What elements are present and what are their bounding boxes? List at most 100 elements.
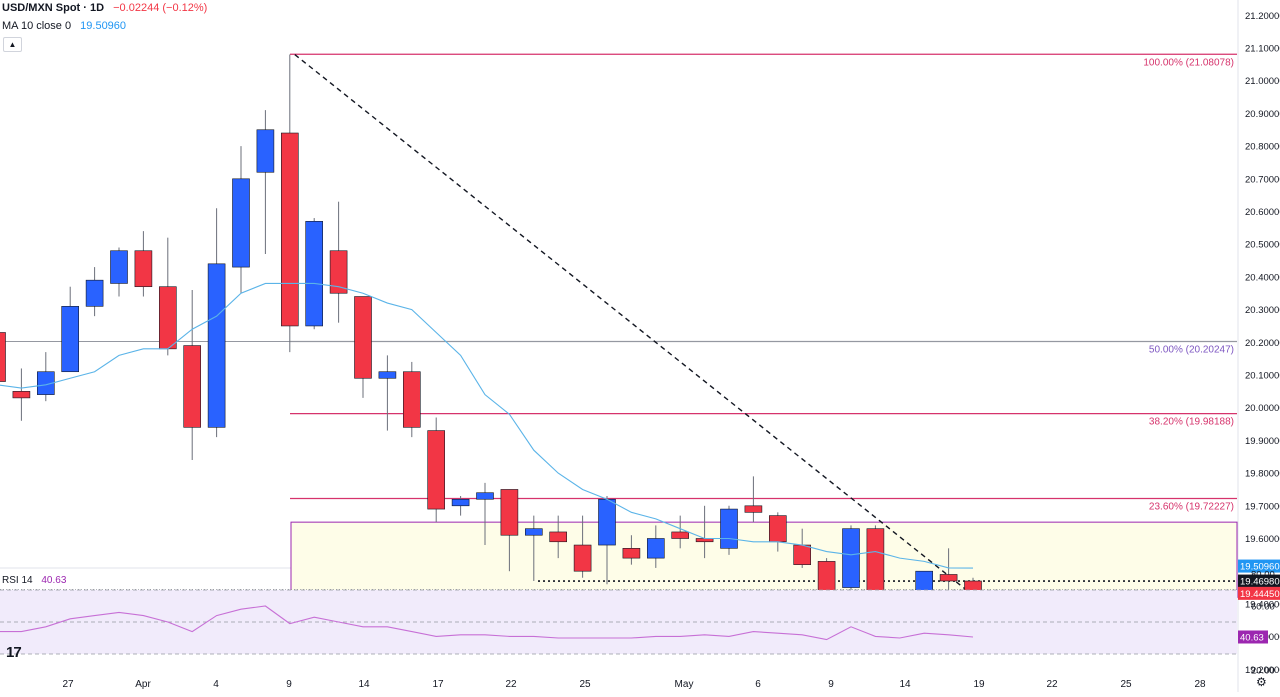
candle-body: [549, 531, 568, 543]
ma-value: 19.50960: [80, 20, 127, 32]
candle-body: [329, 250, 348, 294]
candle: [110, 247, 128, 297]
price-tick-label: 19.70000: [1245, 501, 1280, 512]
candle-body: [744, 505, 763, 513]
price-tick-label: 20.70000: [1245, 174, 1280, 185]
consolidation-box: [290, 521, 1238, 598]
candle: [354, 296, 372, 398]
price-tag-label: 19.46980: [1240, 577, 1280, 588]
chevron-up-icon: ▲: [8, 40, 17, 49]
rsi-legend[interactable]: RSI 14 40.63: [2, 575, 66, 586]
rsi-tag-bg: [1238, 630, 1268, 644]
price-tick-label: 20.00000: [1245, 403, 1280, 414]
candle: [451, 495, 470, 516]
date-tick-label: 6: [755, 679, 761, 690]
price-tick-label: 19.20000: [1245, 665, 1280, 676]
candle-body: [500, 489, 519, 536]
rsi-value: 40.63: [41, 575, 67, 586]
date-tick-label: 22: [1046, 679, 1058, 690]
candle: [61, 286, 80, 373]
candle: [598, 495, 616, 585]
candle-body: [842, 528, 860, 588]
candle: [134, 231, 153, 297]
candle: [402, 361, 421, 438]
rsi-tick-label: 60.00: [1251, 602, 1275, 613]
candle: [939, 548, 958, 595]
candle: [842, 525, 860, 598]
collapse-legend-button[interactable]: ▲: [3, 37, 22, 52]
date-tick-label: 19: [973, 679, 985, 690]
date-tick-label: 28: [1194, 679, 1206, 690]
rsi-label: RSI 14: [2, 575, 33, 586]
candle-body: [183, 345, 201, 428]
fib-label: 50.00% (20.20247): [1149, 344, 1234, 355]
price-tag-label: 19.44450: [1240, 589, 1280, 600]
candle-body: [866, 528, 885, 598]
tradingview-logo-icon[interactable]: 17: [6, 644, 22, 661]
gear-icon[interactable]: ⚙: [1256, 675, 1267, 689]
price-tick-label: 20.40000: [1245, 272, 1280, 283]
candle-body: [207, 263, 226, 428]
price-tick-label: 20.90000: [1245, 109, 1280, 120]
candle: [744, 476, 763, 523]
candle-body: [671, 531, 690, 539]
candle-body: [232, 178, 250, 268]
date-tick-label: 25: [1120, 679, 1132, 690]
candle-body: [817, 561, 836, 592]
downtrend-line: [294, 53, 1026, 638]
symbol-title[interactable]: USD/MXN Spot · 1D: [2, 2, 105, 14]
price-tag-bg: [1238, 574, 1280, 588]
candle: [183, 289, 201, 461]
candle: [280, 54, 299, 353]
candle-body: [159, 286, 177, 350]
ma-legend[interactable]: MA 10 close 0 19.50960: [2, 20, 126, 32]
candle-body: [378, 371, 397, 379]
price-tick-label: 20.10000: [1245, 371, 1280, 382]
price-change: −0.02244 (−0.12%): [113, 2, 208, 14]
ma10-line: [0, 282, 974, 569]
rsi-price-tag: 40.63: [1238, 630, 1268, 644]
candle: [500, 489, 519, 572]
candle: [646, 525, 665, 568]
price-tick-label: 20.80000: [1245, 142, 1280, 153]
price-tick-label: 19.60000: [1245, 534, 1280, 545]
candle-body: [85, 279, 104, 307]
candle: [207, 208, 226, 438]
price-tick-label: 21.10000: [1245, 44, 1280, 55]
date-tick-label: 25: [579, 679, 591, 690]
candle-body: [964, 580, 982, 592]
candle-body: [646, 538, 665, 559]
candle-body: [524, 528, 543, 536]
fib-label: 23.60% (19.72227): [1149, 502, 1234, 513]
date-tick-label: 4: [213, 679, 219, 690]
price-tick-label: 20.30000: [1245, 305, 1280, 316]
price-tag: 19.44450: [1238, 586, 1280, 600]
candle: [232, 146, 250, 294]
date-tick-label: 17: [432, 679, 444, 690]
date-tick-label: Apr: [135, 679, 151, 690]
rsi-tick-label: 80.00: [1251, 570, 1275, 581]
candle: [524, 515, 543, 582]
price-tick-label: 19.80000: [1245, 469, 1280, 480]
candle: [817, 558, 836, 595]
candle-body: [720, 508, 738, 549]
date-tick-label: 9: [828, 679, 834, 690]
candle: [573, 515, 592, 578]
candle: [329, 201, 348, 323]
candle-body: [598, 498, 616, 546]
date-tick-label: 9: [286, 679, 292, 690]
date-tick-label: 22: [505, 679, 517, 690]
candle-body: [402, 371, 421, 428]
candle: [159, 237, 177, 356]
price-tag-bg: [1238, 559, 1280, 573]
candle-body: [768, 515, 787, 543]
price-tick-label: 20.20000: [1245, 338, 1280, 349]
price-tag-label: 19.50960: [1240, 562, 1280, 573]
candle: [36, 352, 55, 402]
candle-body: [256, 129, 275, 173]
rsi-line: [0, 605, 974, 641]
candle: [720, 505, 738, 555]
candle-body: [451, 498, 470, 507]
